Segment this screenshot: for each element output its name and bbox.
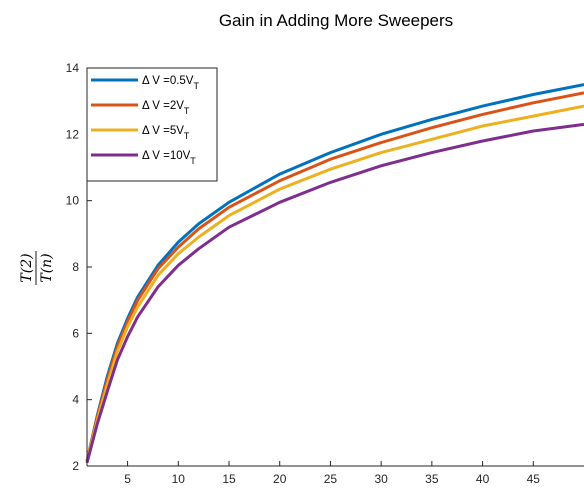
legend-entry-subscript: T xyxy=(184,106,190,116)
axes: 5 10 15 20 25 30 35 40 45 2 4 6 8 10 12 14 xyxy=(66,61,584,486)
y-axis-label-numerator: T(2) xyxy=(19,253,35,282)
y-tick-label: 14 xyxy=(66,61,80,75)
legend-entry-text: Δ V =10V xyxy=(142,150,191,162)
y-tick-label: 12 xyxy=(66,127,80,141)
series-lines xyxy=(85,83,584,464)
legend-entry-subscript: T xyxy=(184,131,190,141)
x-tick-label: 5 xyxy=(124,472,131,486)
legend-entry-2: Δ V =2VT xyxy=(142,100,190,116)
x-tick-label: 30 xyxy=(374,472,388,486)
legend-entry-subscript: T xyxy=(190,156,196,166)
x-tick-label: 15 xyxy=(222,472,236,486)
series-line-3 xyxy=(85,104,584,462)
legend-box xyxy=(86,67,218,182)
x-tick-label: 40 xyxy=(476,472,490,486)
legend-entry-3: Δ V =5VT xyxy=(142,125,190,141)
legend-entry-text: Δ V =5V xyxy=(142,125,184,137)
series-line-4 xyxy=(85,122,584,464)
chart-title: Gain in Adding More Sweepers xyxy=(219,11,453,30)
y-tick-label: 6 xyxy=(72,326,79,340)
y-axis-label-denominator: T(n) xyxy=(39,253,55,282)
x-tick-label: 45 xyxy=(527,472,541,486)
x-tick-label: 20 xyxy=(273,472,287,486)
y-axis-label: T(2) T(n) xyxy=(19,251,55,285)
y-tick-label: 8 xyxy=(72,260,79,274)
y-tick-label: 4 xyxy=(72,393,79,407)
y-tick-label: 10 xyxy=(66,194,80,208)
legend-entry-text: Δ V =2V xyxy=(142,100,184,112)
y-tick-label: 2 xyxy=(72,459,79,473)
legend-entry-1: Δ V =0.5VT xyxy=(142,75,199,91)
legend-entry-4: Δ V =10VT xyxy=(142,150,196,166)
x-tick-label: 35 xyxy=(425,472,439,486)
legend-entry-text: Δ V =0.5V xyxy=(142,75,194,87)
x-tick-label: 25 xyxy=(324,472,338,486)
x-tick-label: 10 xyxy=(172,472,186,486)
legend-entry-subscript: T xyxy=(193,81,199,91)
